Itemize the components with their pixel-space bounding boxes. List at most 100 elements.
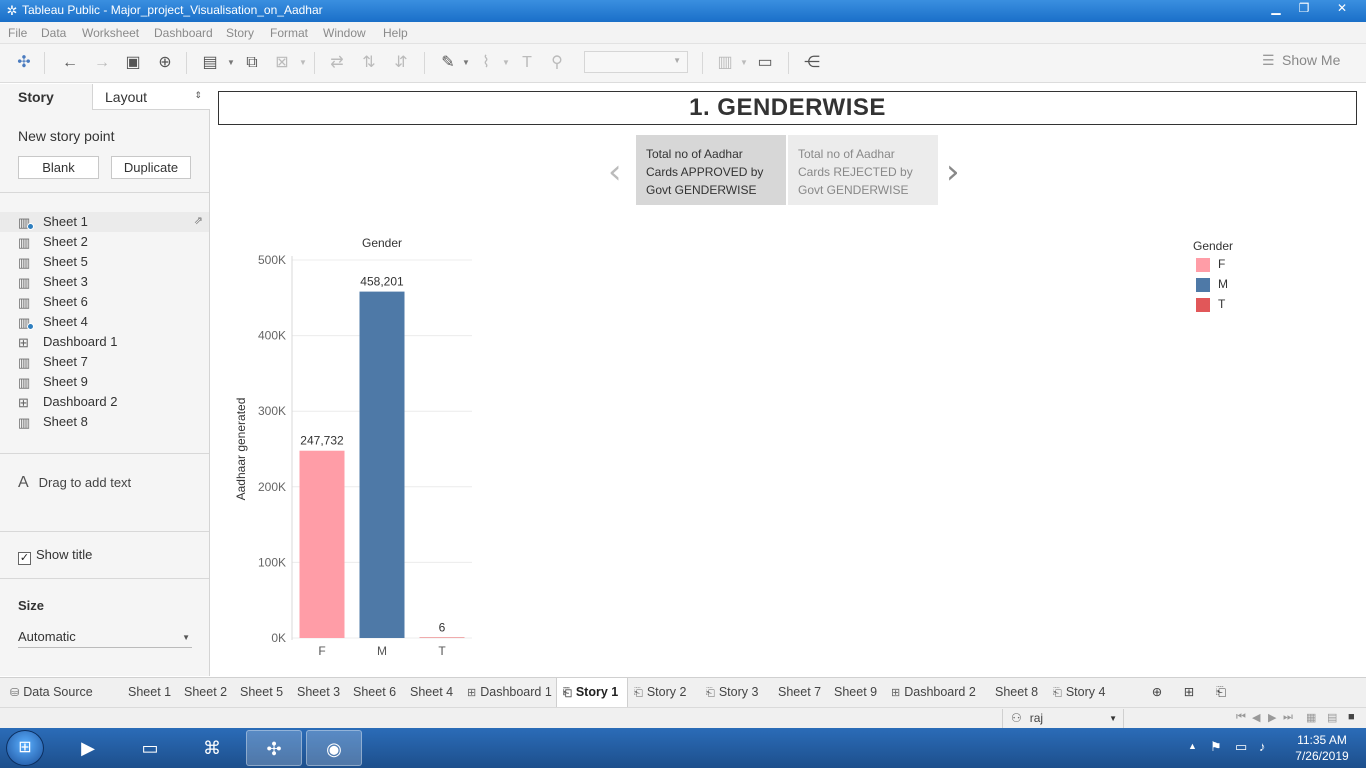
volume-icon[interactable]: ♪	[1259, 739, 1266, 754]
sheet-tab[interactable]: Sheet 7	[772, 678, 828, 708]
new-data-source-icon[interactable]: ⊕	[158, 54, 172, 71]
clock[interactable]: 11:35 AM 7/26/2019	[1290, 732, 1354, 764]
sheet-tab[interactable]: Sheet 8	[989, 678, 1047, 708]
sheet-list-item[interactable]: ▥ Sheet 9	[0, 372, 209, 392]
sort-ascending-icon[interactable]: ⇅	[362, 54, 376, 71]
duplicate-button[interactable]: Duplicate	[111, 156, 191, 179]
bar-f[interactable]	[299, 450, 345, 638]
sheet-list-item[interactable]: ▥ Sheet 1 ⇗	[0, 212, 209, 232]
show-hidden-icons[interactable]: ▲	[1188, 741, 1197, 751]
network-icon[interactable]: ▭	[1235, 739, 1248, 754]
sheet-list-item[interactable]: ▥ Sheet 2	[0, 232, 209, 252]
sheet-tab[interactable]: ⊞ Dashboard 1	[461, 678, 556, 708]
new-story-tab-icon[interactable]: ⎗	[1215, 685, 1226, 699]
tab-layout[interactable]: Layout ⇕	[92, 84, 210, 110]
sheet-tab[interactable]: Sheet 3	[291, 678, 347, 708]
group-members-icon[interactable]: ⌇	[482, 54, 490, 71]
sheet-list-item[interactable]: ▥ Sheet 7	[0, 352, 209, 372]
show-mark-labels-icon[interactable]: T	[522, 54, 532, 71]
action-center-icon[interactable]: ⚑	[1210, 739, 1222, 754]
previous-sheet-icon[interactable]: ◀	[1252, 712, 1261, 724]
sheet-tab[interactable]: Sheet 5	[234, 678, 291, 708]
next-sheet-icon[interactable]: ▶	[1268, 712, 1277, 724]
presentation-mode-icon[interactable]: ▭	[757, 54, 773, 71]
story-title[interactable]: 1. GENDERWISE	[218, 91, 1357, 125]
tableau-home-icon[interactable]: ✣	[17, 54, 31, 71]
drag-to-add-text[interactable]: A Drag to add text	[18, 474, 131, 492]
chevron-down-icon[interactable]: ▼	[740, 58, 748, 67]
bar-m[interactable]	[359, 291, 405, 638]
menu-worksheet[interactable]: Worksheet	[82, 26, 140, 40]
duplicate-sheet-icon[interactable]: ⧉	[246, 54, 258, 71]
previous-story-point-arrow[interactable]: ‹	[608, 152, 622, 192]
menu-window[interactable]: Window	[323, 26, 366, 40]
chrome-icon[interactable]: ◉	[306, 730, 362, 766]
sheet-list-item[interactable]: ⊞ Dashboard 1	[0, 332, 209, 352]
next-story-point-arrow[interactable]: ›	[946, 152, 960, 192]
blank-button[interactable]: Blank	[18, 156, 99, 179]
sheet-tab[interactable]: ⊞ Dashboard 2	[885, 678, 989, 708]
show-cards-icon[interactable]: ▥	[717, 54, 733, 71]
sheet-tab[interactable]: Sheet 6	[347, 678, 404, 708]
close-button[interactable]: ✕	[1336, 1, 1348, 15]
bar-t[interactable]	[419, 637, 465, 639]
sheet-list-item[interactable]: ▥ Sheet 3	[0, 272, 209, 292]
sheet-list-item[interactable]: ▥ Sheet 6	[0, 292, 209, 312]
fit-dropdown[interactable]: ▼	[584, 51, 688, 73]
fix-axes-icon[interactable]: ⚲	[551, 54, 563, 71]
share-icon[interactable]: ⋲	[804, 54, 820, 71]
sheet-tab[interactable]: ⎗ Story 1	[556, 678, 628, 708]
maximize-button[interactable]: ❐	[1298, 1, 1310, 15]
sheet-tab[interactable]: Sheet 1	[122, 678, 178, 708]
sheet-tab[interactable]: ⎗ Story 2	[628, 678, 700, 708]
chevron-down-icon[interactable]: ▼	[502, 58, 510, 67]
chevron-down-icon[interactable]: ▼	[462, 58, 470, 67]
sheet-tab[interactable]: Sheet 4	[404, 678, 461, 708]
sheet-list-item[interactable]: ▥ Sheet 4	[0, 312, 209, 332]
new-worksheet-icon[interactable]: ▤	[202, 54, 218, 71]
new-worksheet-tab-icon[interactable]: ⊕	[1151, 685, 1163, 699]
last-sheet-icon[interactable]: ⏭	[1283, 711, 1293, 723]
sheet-list-item[interactable]: ▥ Sheet 5	[0, 252, 209, 272]
tableau-taskbar-icon[interactable]: ✣	[246, 730, 302, 766]
tabs-view-icon[interactable]: ■	[1348, 711, 1355, 723]
start-button[interactable]: ⊞	[6, 730, 44, 766]
tab-story[interactable]: Story	[0, 84, 92, 110]
menu-file[interactable]: File	[8, 26, 28, 40]
story-point-1[interactable]: Total no of Aadhar Cards APPROVED by Gov…	[636, 135, 786, 205]
sort-descending-icon[interactable]: ⇵	[394, 54, 408, 71]
file-explorer-icon[interactable]: ▭	[141, 738, 159, 758]
minimize-button[interactable]: ▁	[1271, 1, 1281, 15]
sheet-sorter-icon[interactable]: ▤	[1327, 712, 1338, 724]
first-sheet-icon[interactable]: ⏮	[1236, 711, 1246, 723]
menu-story[interactable]: Story	[226, 26, 255, 40]
undo-icon[interactable]: ←	[62, 54, 78, 71]
media-player-icon[interactable]: ▶	[81, 738, 95, 758]
sheet-tab[interactable]: ⛁ Data Source	[2, 678, 122, 708]
python-icon[interactable]: ⌘	[203, 738, 221, 758]
menu-format[interactable]: Format	[270, 26, 309, 40]
new-dashboard-tab-icon[interactable]: ⊞	[1183, 685, 1195, 699]
show-title-checkbox[interactable]: ✓ Show title	[18, 547, 92, 565]
sheet-tab[interactable]: ⎗ Story 3	[700, 678, 772, 708]
menu-dashboard[interactable]: Dashboard	[154, 26, 213, 40]
size-dropdown[interactable]: Automatic ▼	[18, 626, 192, 648]
user-dropdown[interactable]: ⚇ raj ▼	[1002, 709, 1124, 728]
go-to-sheet-icon[interactable]: ⇗	[193, 215, 203, 227]
save-icon[interactable]: ▣	[125, 54, 141, 71]
swap-rows-columns-icon[interactable]: ⇄	[330, 54, 344, 71]
menu-help[interactable]: Help	[383, 26, 408, 40]
sheet-list-item[interactable]: ⊞ Dashboard 2	[0, 392, 209, 412]
sheet-tab[interactable]: ⎗ Story 4	[1047, 678, 1119, 708]
filmstrip-view-icon[interactable]: ▦	[1306, 712, 1317, 724]
highlight-icon[interactable]: ✎	[441, 54, 455, 71]
sheet-list-item[interactable]: ▥ Sheet 8	[0, 412, 209, 432]
story-point-2[interactable]: Total no of Aadhar Cards REJECTED by Gov…	[788, 135, 938, 205]
chevron-down-icon[interactable]: ▼	[227, 58, 235, 67]
sheet-tab[interactable]: Sheet 9	[828, 678, 885, 708]
sheet-tab[interactable]: Sheet 2	[178, 678, 234, 708]
redo-icon[interactable]: →	[94, 54, 110, 71]
menu-data[interactable]: Data	[41, 26, 67, 40]
show-me-button[interactable]: ☰ Show Me	[1262, 52, 1340, 72]
clear-sheet-icon[interactable]: ⊠	[275, 54, 289, 71]
